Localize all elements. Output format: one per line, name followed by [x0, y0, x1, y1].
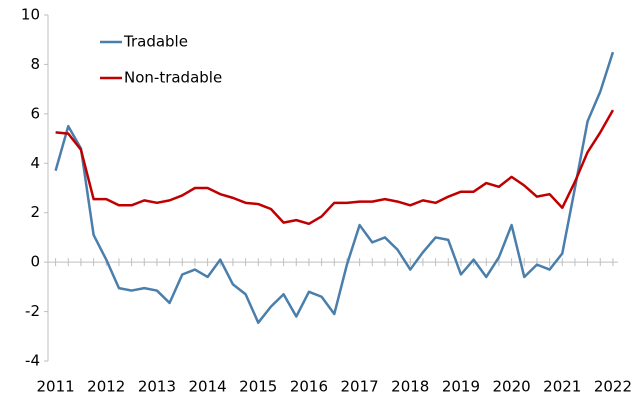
y-tick-label: 6: [30, 104, 40, 122]
x-tick-label: 2011: [37, 378, 75, 396]
y-tick-label: -2: [25, 302, 40, 320]
y-tick-label: 8: [30, 55, 40, 73]
y-tick-label: -4: [25, 352, 40, 370]
y-tick-label: 10: [21, 6, 40, 24]
x-tick-label: 2016: [290, 378, 328, 396]
x-tick-label: 2013: [138, 378, 176, 396]
x-tick-label: 2020: [493, 378, 531, 396]
x-tick-label: 2015: [239, 378, 277, 396]
series-line: [55, 109, 615, 226]
y-tick-label: 4: [30, 154, 40, 172]
legend-label: Non-tradable: [124, 69, 222, 87]
x-tick-label: 2012: [87, 378, 125, 396]
legend-label: Tradable: [123, 33, 188, 51]
y-tick-label: 0: [30, 253, 40, 271]
x-tick-label: 2014: [189, 378, 227, 396]
y-tick-label: 2: [30, 203, 40, 221]
x-tick-label: 2019: [442, 378, 480, 396]
x-tick-label: 2022: [594, 378, 632, 396]
x-tick-label: 2018: [391, 378, 429, 396]
x-tick-label: 2021: [543, 378, 581, 396]
x-tick-label: 2017: [341, 378, 379, 396]
series-line: [54, 51, 615, 324]
